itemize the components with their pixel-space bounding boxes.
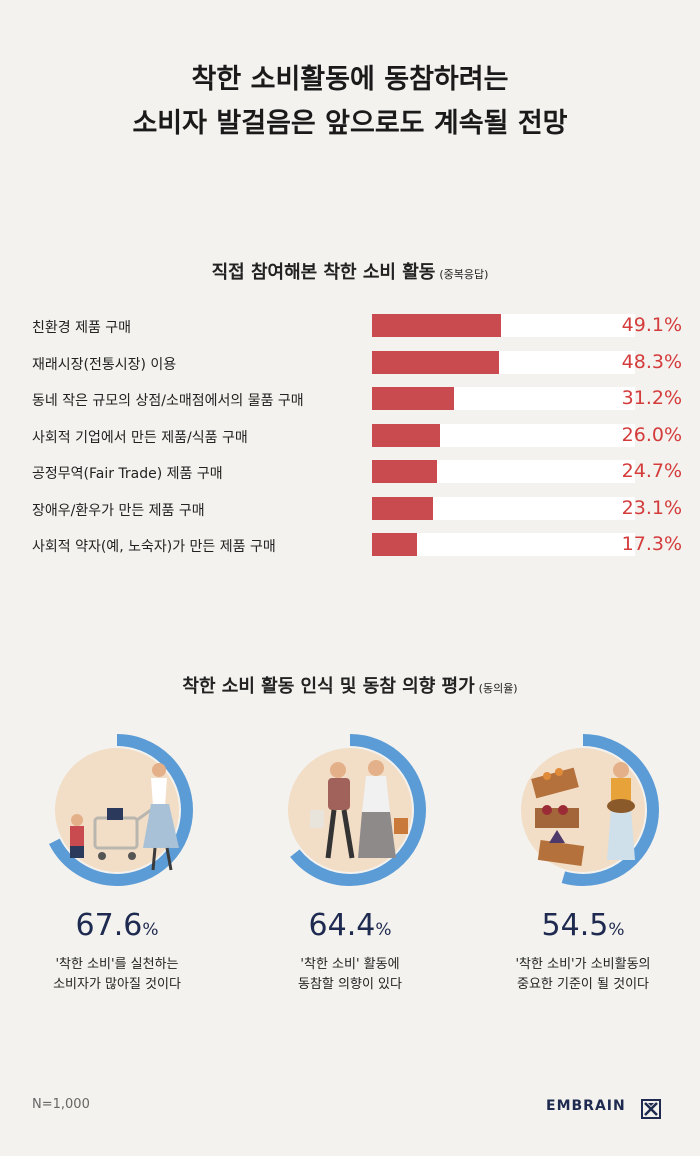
- bar-row: 사회적 약자(예, 노숙자)가 만든 제품 구매 17.3%: [32, 533, 682, 557]
- bar: [372, 423, 441, 447]
- donut-slice: [41, 734, 193, 886]
- bar-category-label: 동네 작은 규모의 상점/소매점에서의 물품 구매: [32, 393, 304, 409]
- donut-description-line: 소비자가 많아질 것이다: [53, 977, 181, 992]
- bar-row: 동네 작은 규모의 상점/소매점에서의 물품 구매 31.2%: [32, 387, 682, 411]
- bar: [372, 350, 500, 374]
- bar-category-label: 사회적 기업에서 만든 제품/식품 구매: [32, 429, 248, 446]
- donut-description-line: '착한 소비'를 실천하는: [55, 957, 179, 972]
- bar-value-label: 48.3%: [621, 350, 682, 373]
- donut-slice: [507, 734, 659, 886]
- walking-couple-illustration: [310, 760, 408, 859]
- bar-row: 공정무역(Fair Trade) 제품 구매 24.7%: [32, 460, 682, 484]
- brand-logo-text: EMBRAIN: [546, 1098, 626, 1114]
- market-vendor-illustration: [531, 762, 635, 866]
- donut-chart: [507, 734, 659, 886]
- donut-chart: [274, 734, 426, 886]
- donut-value-label: 64.4%: [250, 908, 450, 943]
- bar-track: [372, 314, 635, 337]
- donut-value-number: 67.6: [75, 908, 143, 943]
- donut-section-note: (동의율): [478, 682, 518, 695]
- donut-value-unit: %: [375, 920, 392, 940]
- bar-category-label: 장애우/환우가 만든 제품 구매: [32, 502, 205, 519]
- page-title: 착한 소비활동에 동참하려는 소비자 발걸음은 앞으로도 계속될 전망: [0, 58, 700, 146]
- bar-track: [372, 387, 635, 410]
- bar: [372, 496, 433, 520]
- embrain-logo-icon: [641, 1099, 661, 1119]
- bar: [372, 314, 502, 337]
- bar-value-label: 17.3%: [621, 533, 682, 555]
- bar-value-label: 26.0%: [621, 423, 682, 446]
- donut-value-number: 54.5: [541, 908, 609, 943]
- title-line-1: 착한 소비활동에 동참하려는: [191, 64, 509, 95]
- bar-category-label: 재래시장(전통시장) 이용: [32, 356, 177, 373]
- bar-track: [372, 460, 635, 483]
- donut-chart: [41, 734, 193, 886]
- bar-value-label: 23.1%: [621, 496, 682, 519]
- donut-value-label: 67.6%: [17, 908, 217, 943]
- bar-value-label: 49.1%: [621, 314, 682, 336]
- bar: [372, 460, 437, 483]
- bar-chart-title-text: 직접 참여해본 착한 소비 활동: [211, 262, 436, 283]
- donut-description-line: 동참할 의향이 있다: [298, 977, 402, 992]
- bar-row: 사회적 기업에서 만든 제품/식품 구매 26.0%: [32, 423, 682, 448]
- bar-row: 친환경 제품 구매 49.1%: [32, 314, 682, 338]
- donut-description-line: '착한 소비' 활동에: [300, 957, 400, 972]
- donut-value-label: 54.5%: [483, 908, 683, 943]
- donut-section-title: 착한 소비 활동 인식 및 동참 의향 평가 (동의율): [0, 672, 700, 698]
- bar-category-label: 공정무역(Fair Trade) 제품 구매: [32, 466, 223, 482]
- bar-row: 재래시장(전통시장) 이용 48.3%: [32, 350, 682, 375]
- donut-description-line: '착한 소비'가 소비활동의: [515, 957, 651, 972]
- bar-category-label: 친환경 제품 구매: [32, 320, 132, 336]
- shopping-family-illustration: [70, 763, 179, 871]
- bar-row: 장애우/환우가 만든 제품 구매 23.1%: [32, 496, 682, 521]
- title-line-2: 소비자 발걸음은 앞으로도 계속될 전망: [132, 108, 568, 139]
- donut-slice: [274, 734, 426, 886]
- bar-track: [372, 350, 635, 374]
- bar-chart-note: (중복응답): [439, 268, 489, 281]
- donut-value-number: 64.4: [308, 908, 376, 943]
- bar: [372, 533, 418, 556]
- bar-value-label: 31.2%: [621, 387, 682, 409]
- bar-value-label: 24.7%: [621, 460, 682, 482]
- bar-category-label: 사회적 약자(예, 노숙자)가 만든 제품 구매: [32, 539, 276, 555]
- bar-track: [372, 533, 635, 556]
- donut-value-unit: %: [608, 920, 625, 940]
- bar-track: [372, 496, 635, 520]
- bar-track: [372, 423, 635, 447]
- donut-value-unit: %: [142, 920, 159, 940]
- bar-chart-title: 직접 참여해본 착한 소비 활동 (중복응답): [0, 258, 700, 284]
- donut-section-title-text: 착한 소비 활동 인식 및 동참 의향 평가: [182, 676, 475, 697]
- bar: [372, 387, 455, 410]
- donut-description-line: 중요한 기준이 될 것이다: [517, 977, 649, 992]
- sample-size-note: N=1,000: [32, 1097, 90, 1112]
